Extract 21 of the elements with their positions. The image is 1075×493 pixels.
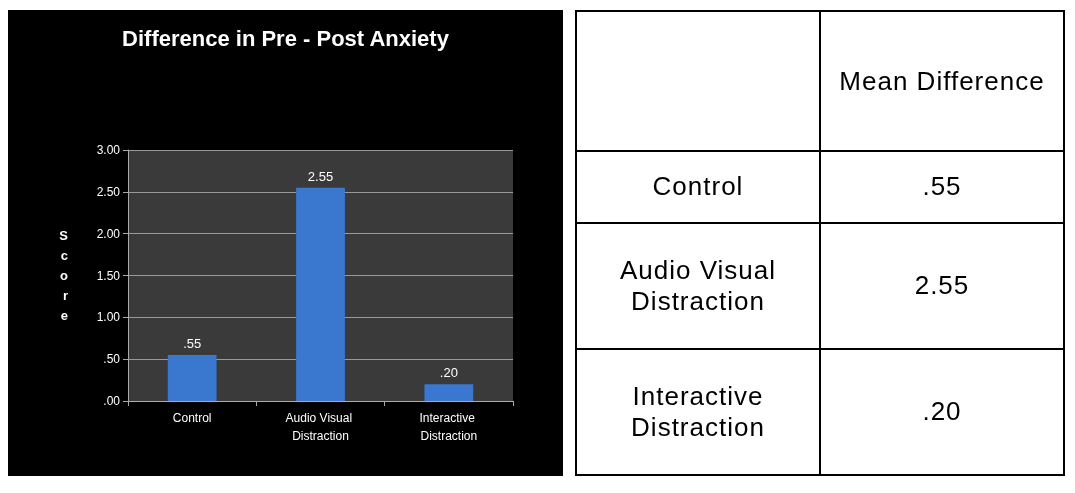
x-tick-label: Interactive Distraction bbox=[419, 411, 479, 443]
x-tick-label: Control bbox=[172, 411, 212, 425]
category-label: Audio Visual Distraction bbox=[619, 254, 777, 316]
y-tick-label: 2.00 bbox=[96, 226, 121, 241]
y-tick-label: .50 bbox=[103, 352, 121, 367]
y-tick-label: 2.50 bbox=[96, 184, 121, 199]
text: .55 bbox=[922, 171, 962, 202]
y-axis-title: Score bbox=[59, 228, 69, 323]
text: 2.55 bbox=[914, 270, 970, 301]
chart-title: Difference in Pre - Post Anxiety bbox=[122, 25, 450, 51]
data-label: .20 bbox=[439, 365, 458, 381]
text: Mean Difference bbox=[839, 65, 1045, 96]
y-tick-label: 1.00 bbox=[96, 310, 121, 325]
y-tick-label: 1.50 bbox=[96, 268, 121, 283]
data-label: 2.55 bbox=[307, 168, 334, 184]
category-label: Control bbox=[652, 171, 744, 202]
x-tick-label: Audio Visual Distraction bbox=[285, 411, 356, 443]
data-label: .55 bbox=[183, 335, 202, 351]
y-tick-label: .00 bbox=[103, 394, 121, 408]
text: .20 bbox=[922, 396, 962, 427]
y-tick-label: 3.00 bbox=[96, 143, 121, 157]
